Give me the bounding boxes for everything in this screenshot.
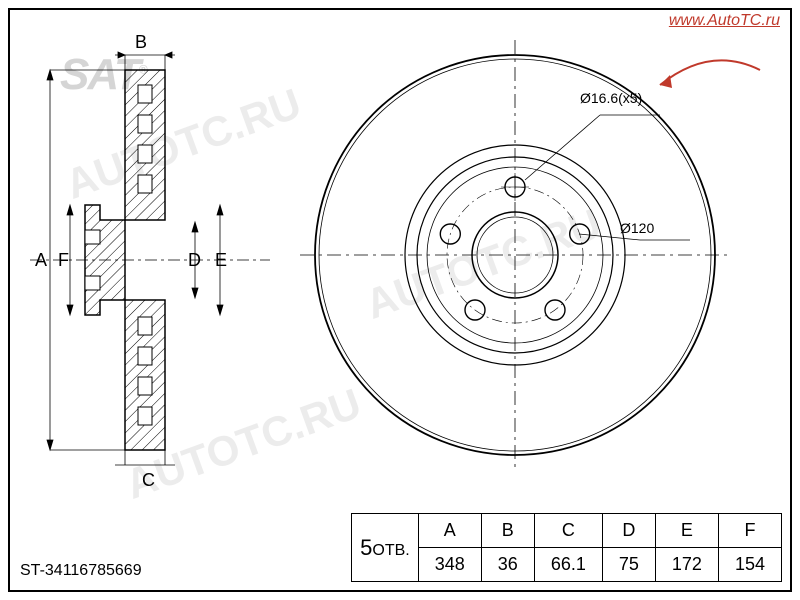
front-view <box>300 40 730 470</box>
cell: 75 <box>602 548 655 582</box>
dim-label-f: F <box>58 250 69 271</box>
dim-label-a: A <box>35 250 47 271</box>
table-row: 5ОТВ. A B C D E F <box>352 514 782 548</box>
cell: 36 <box>481 548 534 582</box>
dim-label-c: C <box>142 470 155 491</box>
col-header: C <box>534 514 602 548</box>
cell: 172 <box>655 548 718 582</box>
col-header: F <box>718 514 781 548</box>
dim-label-b: B <box>135 32 147 53</box>
dim-label-d: D <box>188 250 201 271</box>
bolt-hole-annotation: Ø16.6(x5) <box>580 90 642 106</box>
cell: 66.1 <box>534 548 602 582</box>
col-header: D <box>602 514 655 548</box>
holes-cell: 5ОТВ. <box>352 514 419 582</box>
col-header: A <box>418 514 481 548</box>
source-url: www.AutoTC.ru <box>669 12 780 30</box>
bolt-circle-annotation: Ø120 <box>620 220 654 236</box>
col-header: E <box>655 514 718 548</box>
part-number: ST-34116785669 <box>20 562 142 580</box>
cell: 348 <box>418 548 481 582</box>
dimension-table: 5ОТВ. A B C D E F 348 36 66.1 75 172 154 <box>351 513 782 582</box>
cell: 154 <box>718 548 781 582</box>
col-header: B <box>481 514 534 548</box>
dim-label-e: E <box>215 250 227 271</box>
